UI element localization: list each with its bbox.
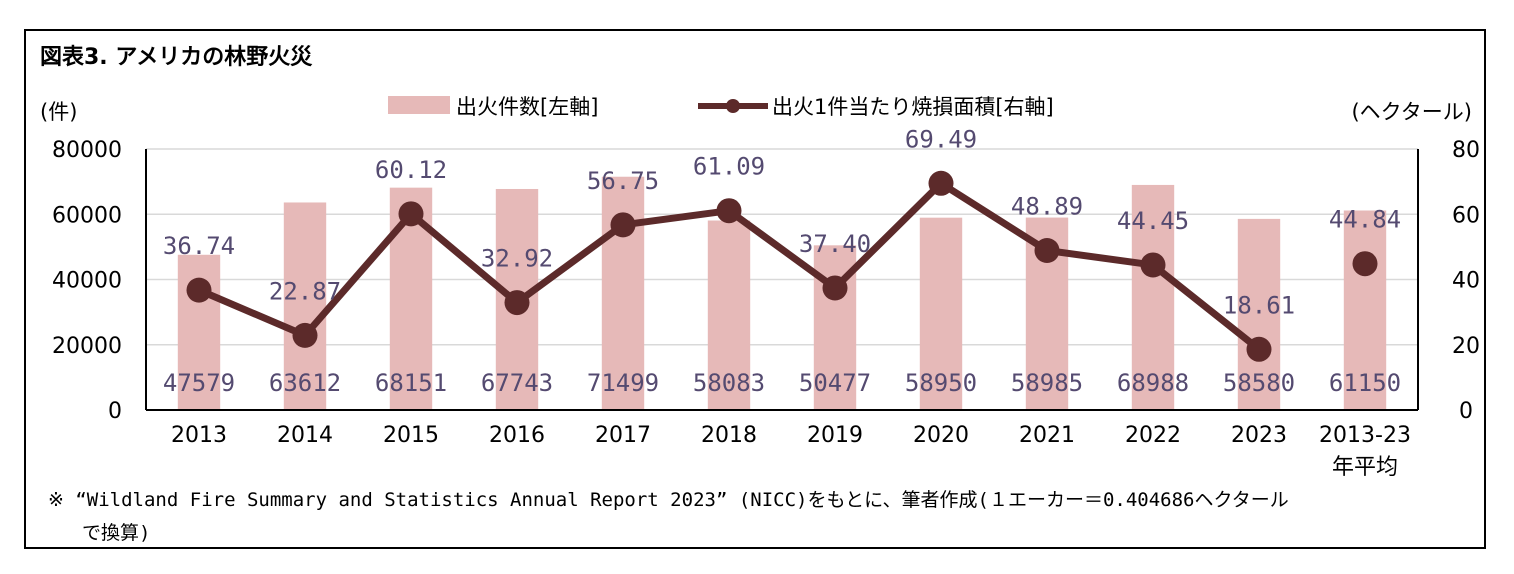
x-tick-label: 2014 [277,423,333,448]
left-tick-label: 20000 [52,334,122,359]
source-note-line2: で換算) [82,522,150,544]
right-tick-label: 40 [1452,269,1480,294]
legend-bar-label: 出火件数[左軸] [456,95,598,119]
bar-data-label: 58083 [693,369,765,397]
line-data-label: 56.75 [587,167,659,195]
x-tick-label: 2023 [1231,423,1287,448]
line-data-label: 44.45 [1117,207,1189,235]
chart-frame: 図表3. アメリカの林野火災 (件) (ヘクタール) 出火件数[左軸] 出火1件… [24,29,1486,549]
line-point-2017 [610,212,636,238]
x-axis-ticks: 2013 2014 2015 2016 2017 2018 2019 2020 2021 2022… [171,423,1411,480]
bar-data-label: 47579 [163,369,235,397]
line-data-label: 61.09 [693,153,765,181]
x-tick-label: 2021 [1019,423,1075,448]
line-data-labels: 36.74 22.87 60.12 32.92 56.75 61.09 37.40 69.49… [163,125,1401,319]
bar-2018 [707,220,751,410]
bar-2013-23 [1343,210,1387,410]
bar-2023 [1237,218,1281,410]
x-tick-label: 2022 [1125,423,1181,448]
line-series [186,170,1378,362]
chart-svg: 図表3. アメリカの林野火災 (件) (ヘクタール) 出火件数[左軸] 出火1件… [40,45,1480,544]
bar-data-label: 68988 [1117,369,1189,397]
right-tick-label: 20 [1452,334,1480,359]
right-tick-label: 60 [1452,203,1480,228]
line-point-2022 [1140,252,1166,278]
x-tick-label: 2018 [701,423,757,448]
right-tick-label: 80 [1452,138,1480,163]
left-axis-unit: (件) [40,100,77,124]
line-data-label: 69.49 [905,125,977,153]
line-data-label: 22.87 [269,277,341,305]
legend-line-label: 出火1件当たり焼損面積[右軸] [772,95,1054,119]
line-data-label: 37.40 [799,230,871,258]
left-axis-ticks: 0 20000 40000 60000 80000 [52,138,122,424]
chart-title: 図表3. アメリカの林野火災 [40,45,313,70]
bar-data-label: 67743 [481,369,553,397]
left-tick-label: 0 [108,399,122,424]
right-axis-unit: (ヘクタール) [1351,100,1472,124]
line-data-label: 32.92 [481,245,553,273]
legend-line-marker [726,99,740,113]
bar-2020 [919,217,963,410]
x-tick-label: 2016 [489,423,545,448]
bar-data-label: 50477 [799,369,871,397]
x-tick-label: 2013-23 [1319,423,1411,448]
line-point-2021 [1034,237,1060,263]
bar-data-label: 71499 [587,369,659,397]
x-tick-label: 2020 [913,423,969,448]
line-data-label: 48.89 [1011,192,1083,220]
line-data-label: 36.74 [163,232,235,260]
left-tick-label: 60000 [52,203,122,228]
line-data-label: 60.12 [375,156,447,184]
line-data-label: 44.84 [1329,206,1401,234]
left-tick-label: 80000 [52,138,122,163]
x-tick-label: 2013 [171,423,227,448]
axes [145,149,1419,411]
bar-data-labels: 47579 63612 68151 67743 71499 58083 50477 58950… [163,369,1401,397]
line-point-2015 [398,201,424,227]
line-point-2014 [292,322,318,348]
x-tick-label: 2019 [807,423,863,448]
line-point-2018 [716,198,742,224]
source-note-line1: ※ “Wildland Fire Summary and Statistics … [48,489,1289,511]
bar-data-label: 68151 [375,369,447,397]
bar-data-label: 61150 [1329,369,1401,397]
line-point-2023 [1246,336,1272,362]
line-data-label: 18.61 [1223,291,1295,319]
left-tick-label: 40000 [52,269,122,294]
x-tick-label-line2: 年平均 [1332,455,1398,480]
x-tick-label: 2015 [383,423,439,448]
bar-series [177,176,1387,410]
legend-bar-swatch [388,96,450,114]
line-point-2020 [928,170,954,196]
x-tick-label: 2017 [595,423,651,448]
right-axis-ticks: 0 20 40 60 80 [1452,138,1480,424]
bar-2014 [283,202,327,410]
right-tick-label: 0 [1459,399,1473,424]
line-point-2013 [186,277,212,303]
line-point-2013-23 [1352,251,1378,277]
bar-2022 [1131,184,1175,410]
bar-data-label: 63612 [269,369,341,397]
line-point-2019 [822,275,848,301]
bar-data-label: 58950 [905,369,977,397]
legend: 出火件数[左軸] 出火1件当たり焼損面積[右軸] [388,95,1054,119]
line-point-2016 [504,290,530,316]
bar-data-label: 58985 [1011,369,1083,397]
bar-data-label: 58580 [1223,369,1295,397]
